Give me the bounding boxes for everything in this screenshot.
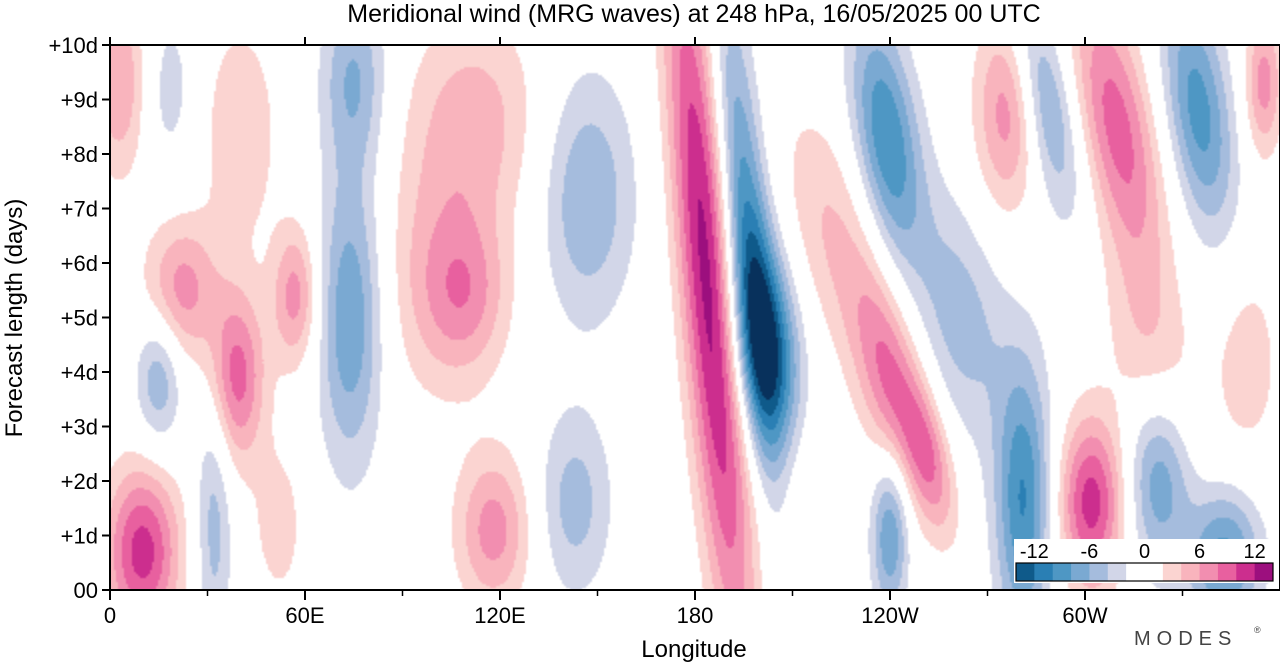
y-tick-label: +8d bbox=[61, 142, 98, 167]
x-tick-label: 120E bbox=[474, 603, 525, 628]
colorbar-swatches bbox=[1014, 539, 1277, 583]
y-axis-ticks: 00 +1d +2d +3d +4d +5d +6d +7d +8d +9d +10d bbox=[48, 33, 110, 603]
x-tick-label: 60E bbox=[285, 603, 324, 628]
colorbar-tick-labels: -12 -6 0 6 12 bbox=[1020, 541, 1266, 563]
y-tick-label: 00 bbox=[74, 578, 98, 603]
colorbar-swatch bbox=[1236, 563, 1256, 581]
x-axis-ticks: 0 60E 120E 180 120W 60W bbox=[104, 37, 1184, 628]
colorbar-swatch bbox=[1217, 563, 1237, 581]
y-tick-label: +7d bbox=[61, 197, 98, 222]
colorbar-swatch bbox=[1016, 563, 1035, 581]
x-tick-label: 120W bbox=[861, 603, 919, 628]
colorbar-frame bbox=[1015, 562, 1274, 582]
y-tick-label: +3d bbox=[61, 415, 98, 440]
x-tick-label: 180 bbox=[677, 603, 714, 628]
colorbar-swatch bbox=[1199, 563, 1219, 581]
colorbar-swatch bbox=[1107, 563, 1127, 581]
y-tick-label: +6d bbox=[61, 251, 98, 276]
colorbar-swatch bbox=[1071, 563, 1090, 581]
x-tick-label: 0 bbox=[104, 603, 116, 628]
x-tick-label: 60W bbox=[1062, 603, 1107, 628]
colorbar-swatch bbox=[1162, 563, 1182, 581]
colorbar-swatch bbox=[1181, 563, 1201, 581]
colorbar-label: 6 bbox=[1194, 541, 1205, 563]
y-tick-label: +10d bbox=[48, 33, 98, 58]
colorbar-label: 0 bbox=[1139, 541, 1150, 563]
colorbar-swatch bbox=[1052, 563, 1072, 581]
colorbar-label: -6 bbox=[1081, 541, 1099, 563]
colorbar-swatch bbox=[1254, 563, 1274, 581]
colorbar-swatch bbox=[1089, 563, 1109, 581]
colorbar-legend: -12 -6 0 6 12 bbox=[1014, 539, 1277, 583]
chart-title: Meridional wind (MRG waves) at 248 hPa, … bbox=[347, 0, 1040, 28]
x-axis-label: Longitude bbox=[641, 636, 746, 663]
y-tick-label: +1d bbox=[61, 524, 98, 549]
y-tick-label: +9d bbox=[61, 88, 98, 113]
y-tick-label: +2d bbox=[61, 469, 98, 494]
modes-logo: MODES bbox=[1134, 628, 1237, 650]
colorbar-swatch bbox=[1126, 563, 1164, 581]
plot-area bbox=[109, 44, 1280, 591]
y-tick-label: +4d bbox=[61, 360, 98, 385]
colorbar-label: -12 bbox=[1020, 541, 1049, 563]
y-tick-label: +5d bbox=[61, 306, 98, 331]
y-axis-label: Forecast length (days) bbox=[1, 199, 28, 438]
registered-mark: ® bbox=[1254, 625, 1261, 635]
colorbar-label: 12 bbox=[1244, 541, 1266, 563]
wind-heatmap bbox=[110, 45, 1280, 590]
colorbar-swatch bbox=[1034, 563, 1054, 581]
